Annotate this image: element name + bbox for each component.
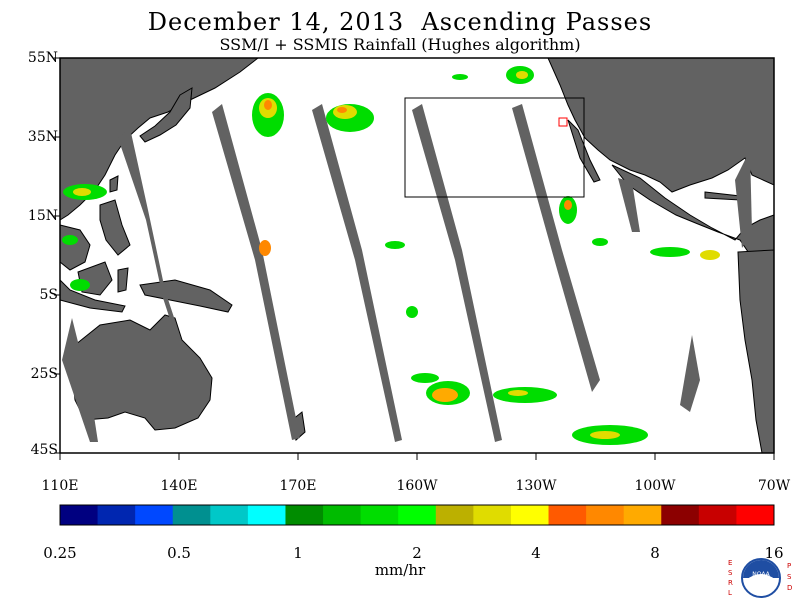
colorbar-tick-label: 1 (293, 544, 303, 562)
philippines (99, 199, 131, 256)
colorbar-swatch (172, 505, 211, 525)
lat-label: 25S (30, 366, 58, 382)
swath-gap-7 (62, 318, 98, 442)
lat-label: 55N (27, 50, 58, 66)
sumatra-java (59, 278, 126, 313)
colorbar-swatch (698, 505, 737, 525)
colorbar-swatch (548, 505, 587, 525)
korea-japan (139, 87, 193, 143)
lon-label: 170E (279, 478, 317, 494)
logo-letter: S (728, 569, 733, 577)
noaa-text: NOAA (752, 571, 770, 578)
rain-patch-itcz (259, 196, 720, 260)
lat-label: 15N (27, 208, 58, 224)
swath-gap-5 (512, 104, 600, 392)
map-subtitle: SSM/I + SSMIS Rainfall (Hughes algorithm… (219, 35, 581, 54)
colorbar-swatch (510, 505, 550, 525)
lon-label: 130W (515, 478, 557, 494)
colorbar-tick-label: 8 (650, 544, 660, 562)
colorbar-swatch (60, 505, 99, 525)
lat-ticks (54, 57, 60, 454)
lat-label: 45S (30, 442, 58, 458)
land-masses (59, 57, 775, 454)
colorbar-swatch (435, 505, 474, 525)
taiwan (109, 175, 119, 193)
location-marker (558, 117, 568, 127)
swath-gap-6 (618, 178, 640, 232)
colorbar-swatch (323, 505, 362, 525)
colorbar-swatch (360, 505, 399, 525)
logo-letter: P (787, 562, 791, 570)
swath-gap-1 (118, 128, 183, 350)
logo-letter: R (728, 579, 733, 587)
swath-gap-8 (735, 150, 752, 248)
rain-patch-central-north (326, 104, 374, 132)
lon-ticks (59, 453, 775, 460)
swath-gap-2 (212, 104, 300, 440)
colorbar-swatch (210, 505, 249, 525)
colorbar-frame (59, 504, 775, 526)
colorbar-tick-label: 2 (412, 544, 422, 562)
rain-patch-south-pacific (406, 306, 648, 445)
map-title: December 14, 2013 Ascending Passes (147, 8, 653, 36)
colorbar-swatch (398, 505, 437, 525)
lon-label: 100W (634, 478, 676, 494)
swath-gap-4 (412, 104, 502, 442)
psd-letters: P S D (787, 562, 792, 592)
colorbar-units: mm/hr (374, 561, 426, 579)
lon-label: 140E (160, 478, 198, 494)
colorbar-swatch (623, 505, 662, 525)
colorbar-swatch (285, 505, 324, 525)
noaa-logo: E S R L P S D NOAA (728, 558, 792, 598)
colorbar-tick-label: 0.5 (167, 544, 191, 562)
esrl-letters: E S R L (728, 559, 733, 597)
colorbar-swatch (736, 505, 775, 525)
logo-letter: S (787, 573, 792, 581)
rain-patch-nw-pacific (252, 93, 284, 137)
asia-landmass (59, 57, 260, 221)
colorbar-swatch (586, 505, 625, 525)
sulawesi (117, 267, 129, 293)
colorbar (60, 505, 775, 525)
lon-label: 160W (396, 478, 438, 494)
lat-label: 35N (27, 129, 58, 145)
rain-patch-ne-pacific (452, 66, 534, 84)
rainfall-patches (62, 66, 720, 445)
region-box (404, 97, 585, 198)
lon-label: 110E (41, 478, 79, 494)
colorbar-swatch (247, 505, 286, 525)
colorbar-tick-label: 0.25 (43, 544, 77, 562)
swath-gaps (62, 104, 752, 442)
lat-label: 5S (39, 287, 59, 303)
lon-label: 70W (757, 478, 791, 494)
colorbar-tick-label: 4 (531, 544, 541, 562)
swath-gap-3 (312, 104, 402, 442)
rain-patch-west-pacific (62, 184, 107, 291)
swath-gap-9 (680, 335, 700, 412)
logo-letter: L (728, 589, 732, 597)
north-america (547, 57, 775, 193)
colorbar-swatch (661, 505, 700, 525)
colorbar-swatch (135, 505, 174, 525)
colorbar-swatch (97, 505, 136, 525)
logo-letter: D (787, 584, 792, 592)
colorbar-swatch (473, 505, 512, 525)
logo-letter: E (728, 559, 732, 567)
colorbar-tick-label: 16 (764, 544, 784, 562)
